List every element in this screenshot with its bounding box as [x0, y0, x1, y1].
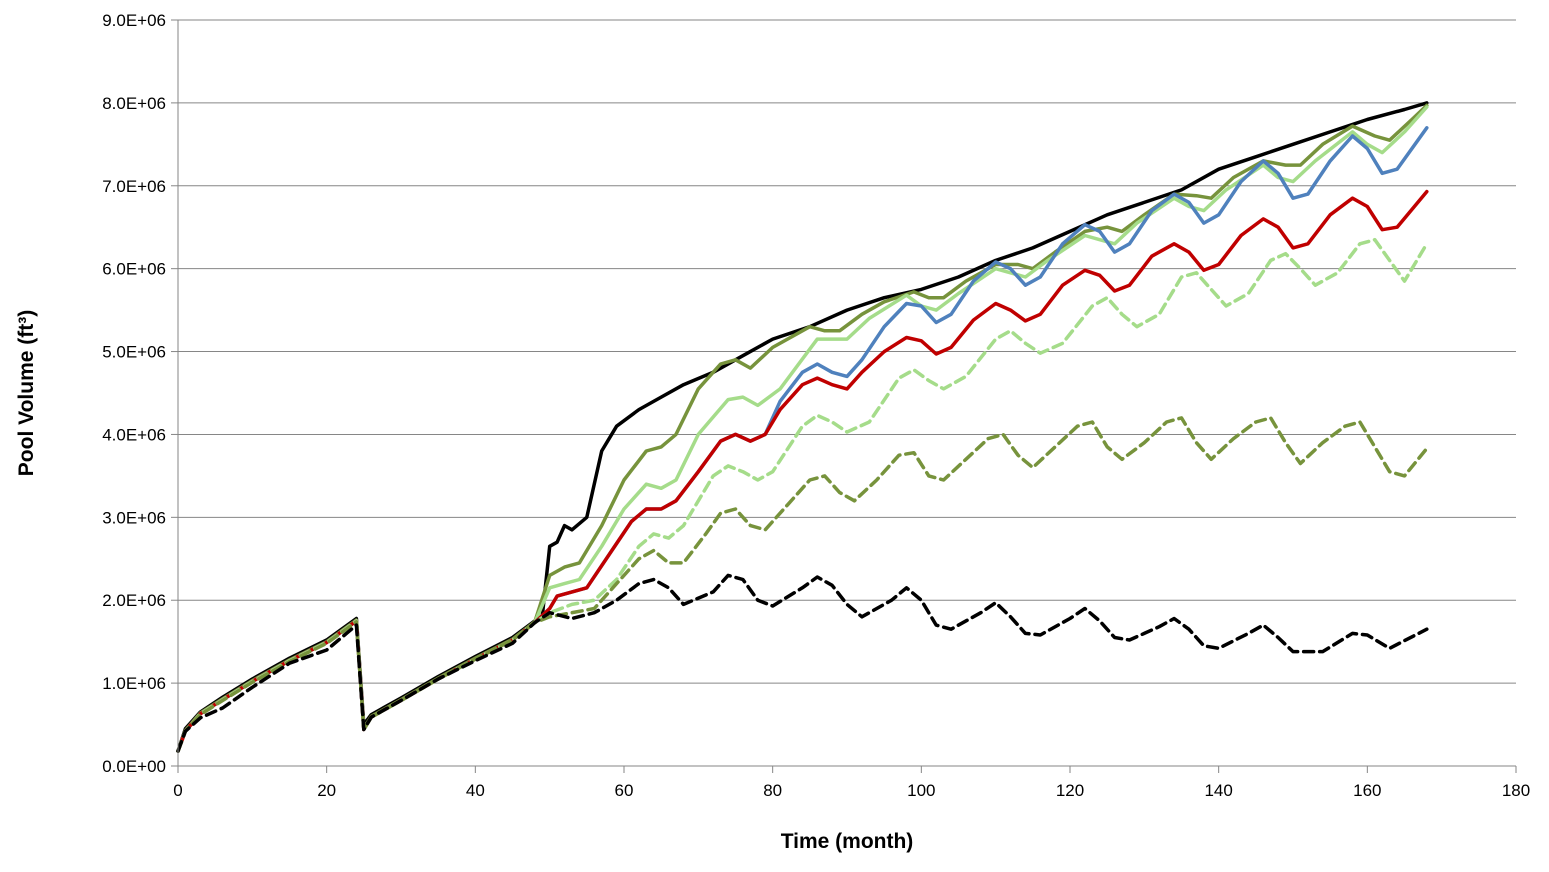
- y-tick-labels: 0.0E+00 1.0E+06 2.0E+06 3.0E+06 4.0E+06 5.0E+…: [102, 11, 166, 776]
- x-tick-label-1: 20: [317, 781, 336, 800]
- x-tick-label-3: 60: [615, 781, 634, 800]
- y-tick-label-0: 0.0E+00: [102, 757, 166, 776]
- series-line-7: [176, 416, 1429, 753]
- y-axis-title: Pool Volume (ft³): [15, 310, 38, 476]
- y-tick-label-4: 4.0E+06: [102, 425, 166, 444]
- x-tick-label-7: 140: [1204, 781, 1232, 800]
- y-tick-label-7: 7.0E+06: [102, 177, 166, 196]
- x-tick-label-8: 160: [1353, 781, 1381, 800]
- y-tick-label-3: 3.0E+06: [102, 508, 166, 527]
- y-tick-label-2: 2.0E+06: [102, 591, 166, 610]
- y-tick-label-1: 1.0E+06: [102, 674, 166, 693]
- x-tick-label-5: 100: [907, 781, 935, 800]
- series-line-4: [176, 126, 1429, 753]
- x-tick-label-2: 40: [466, 781, 485, 800]
- x-tick-label-0: 0: [173, 781, 182, 800]
- y-tick-label-9: 9.0E+06: [102, 11, 166, 30]
- series-lines: [176, 101, 1429, 753]
- axes: [171, 19, 1517, 773]
- x-tick-label-6: 120: [1056, 781, 1084, 800]
- y-tick-label-5: 5.0E+06: [102, 343, 166, 362]
- x-tick-labels: 0 20 40 60 80 100 120 140 160 180: [173, 781, 1530, 800]
- x-tick-label-4: 80: [763, 781, 782, 800]
- y-tick-label-6: 6.0E+06: [102, 260, 166, 279]
- y-tick-label-8: 8.0E+06: [102, 94, 166, 113]
- gridlines: [178, 19, 1516, 684]
- x-tick-label-9: 180: [1502, 781, 1530, 800]
- x-axis-title: Time (month): [781, 830, 914, 853]
- series-line-6: [176, 237, 1429, 753]
- series-line-5: [176, 189, 1429, 753]
- series-line-8: [176, 573, 1429, 753]
